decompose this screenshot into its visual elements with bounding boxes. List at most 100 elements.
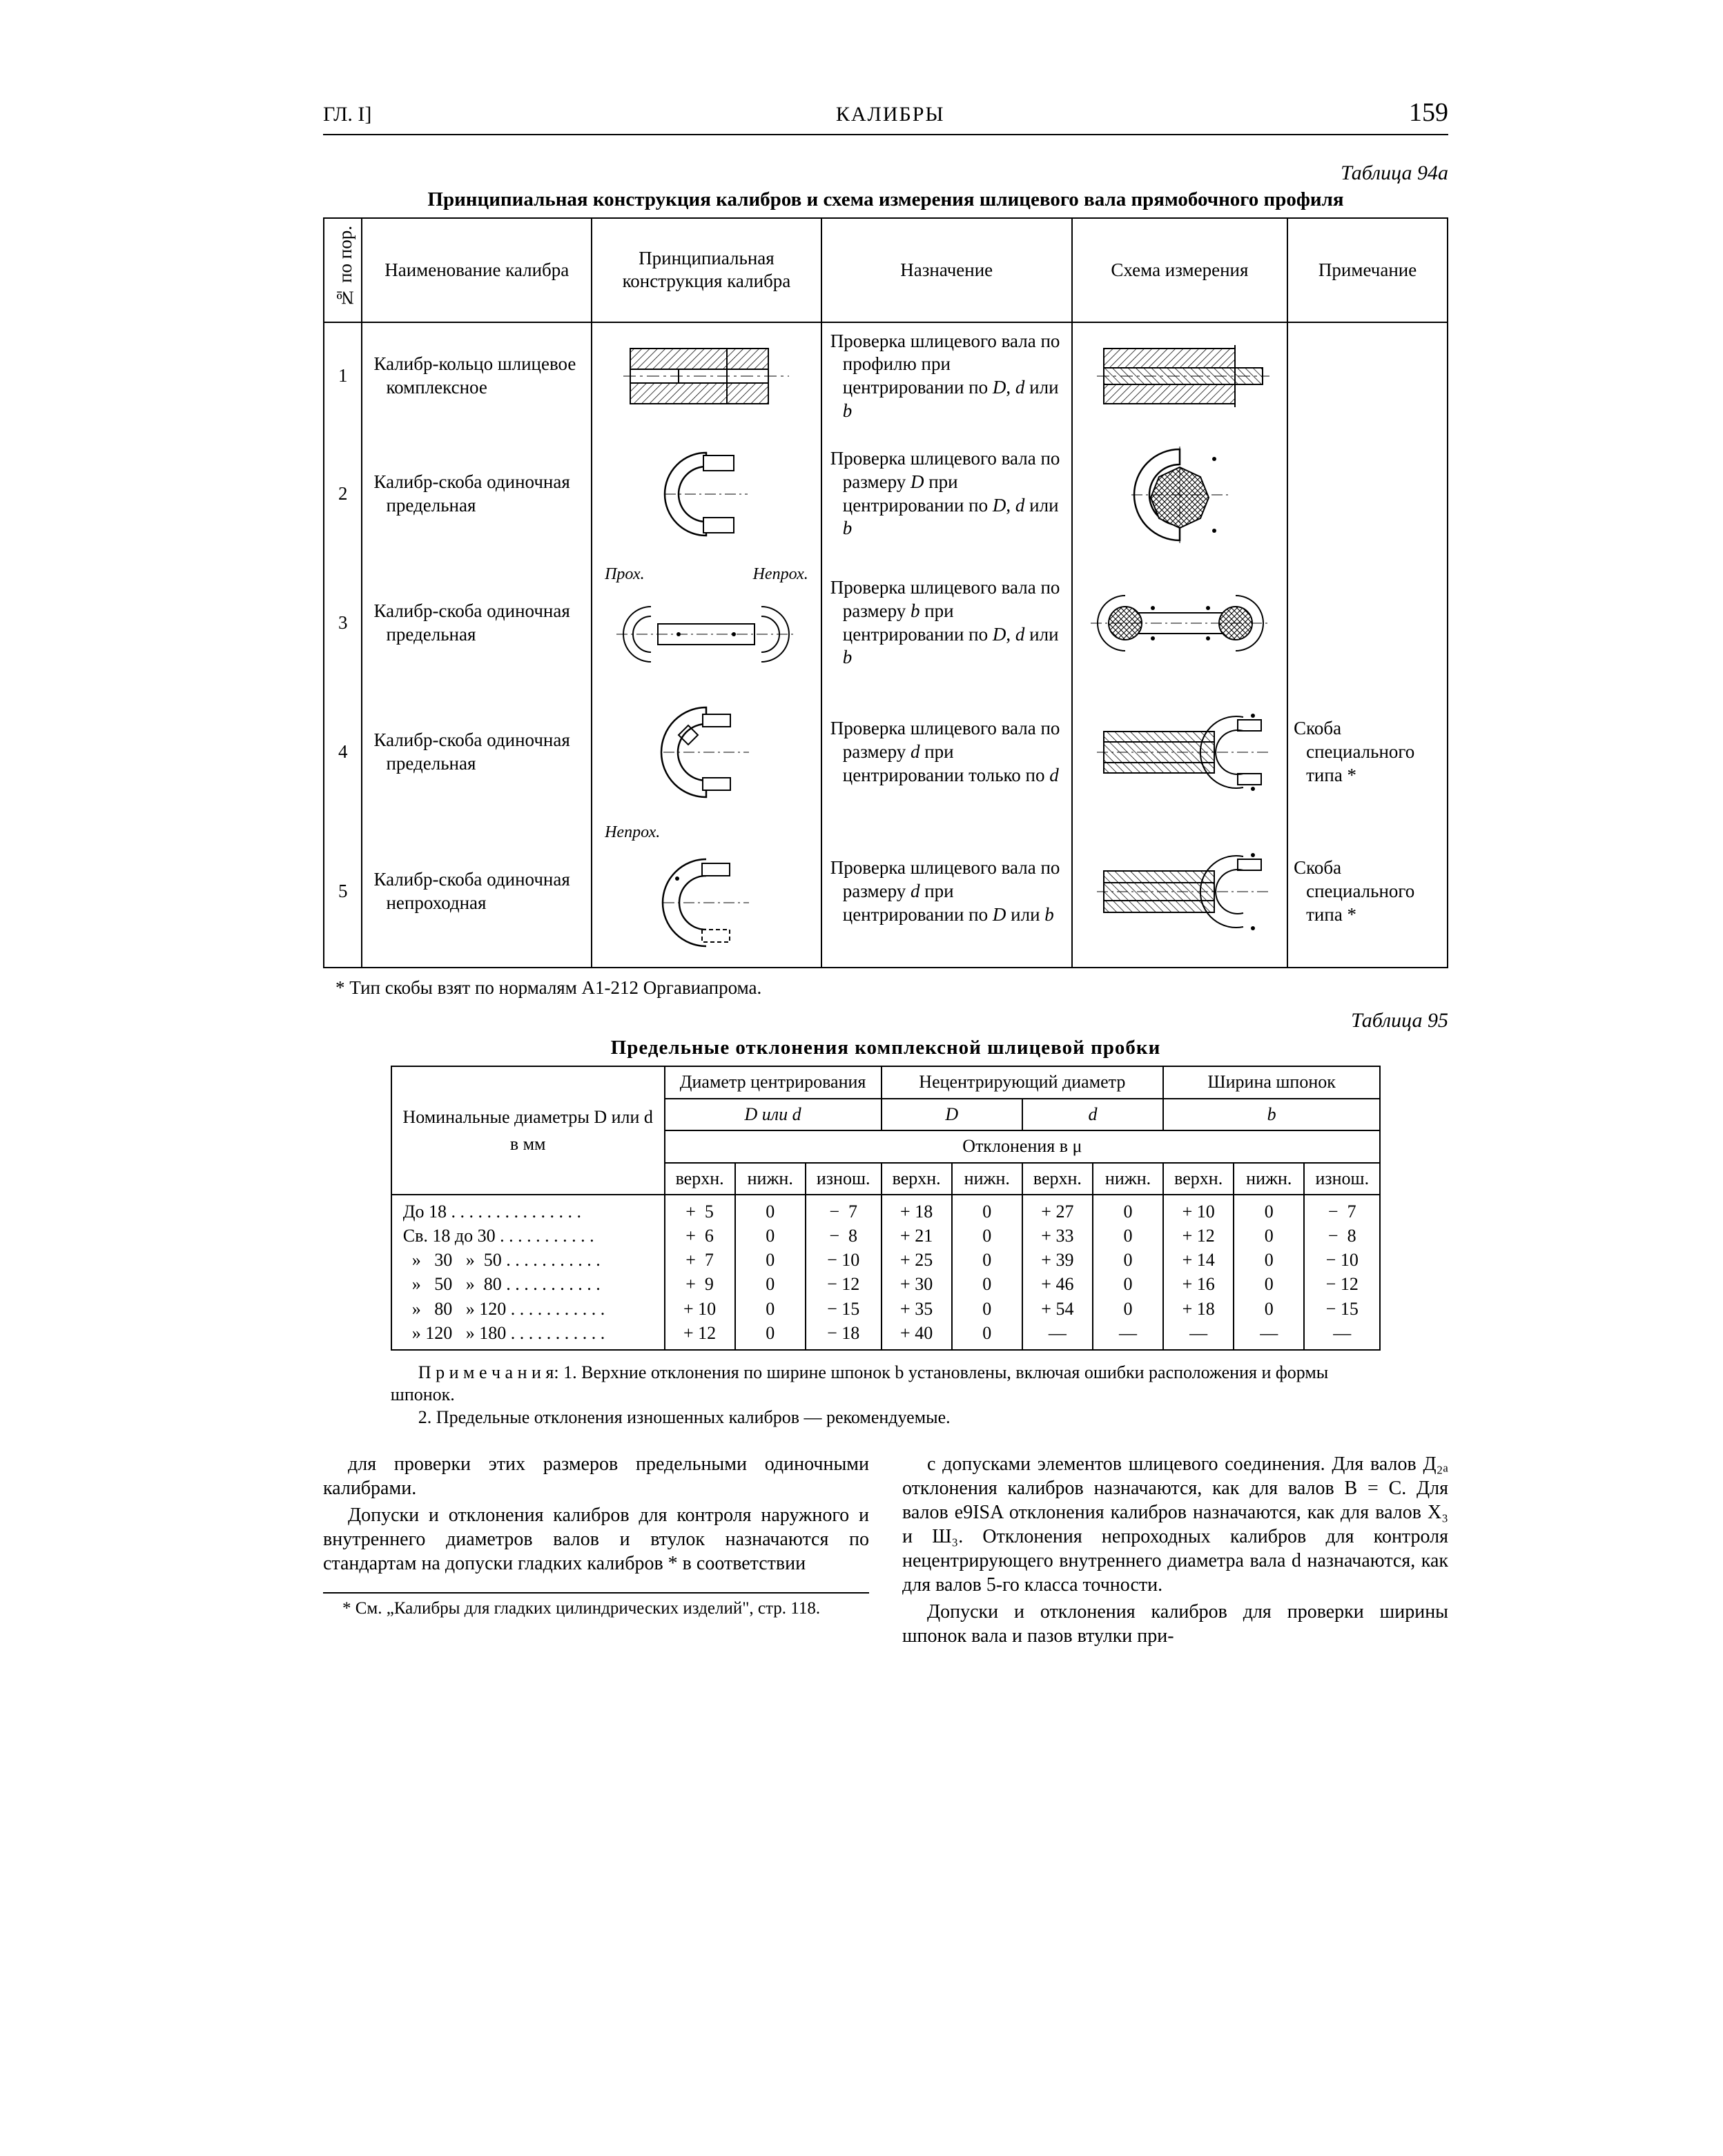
row-purpose: Проверка шлицевого вала по размеру D при…	[821, 430, 1072, 558]
th-scheme: Схема измерения	[1072, 218, 1287, 322]
b-worn: изнош.	[1304, 1163, 1380, 1195]
c-worn: изнош.	[806, 1163, 882, 1195]
table-94a-footnote: * Тип скобы взят по нормалям А1-212 Орга…	[344, 977, 1448, 1000]
tech-drawing-icon	[1083, 700, 1276, 804]
tech-drawing-icon	[1083, 840, 1276, 943]
v-b-worn: − 7 − 8 − 10 − 12 − 15 —	[1304, 1195, 1380, 1350]
D-low: нижн.	[952, 1163, 1022, 1195]
t95-note-1: П р и м е ч а н и я: 1. Верхние отклонен…	[391, 1362, 1381, 1407]
v-D-low: 0 0 0 0 0 0	[952, 1195, 1022, 1350]
tech-drawing-icon	[616, 335, 796, 418]
col-left: для проверки этих размеров предельными о…	[323, 1452, 869, 1651]
tech-drawing-icon	[637, 844, 775, 961]
table-row: 5 Калибр-скоба одиночная непроходная Неп…	[324, 816, 1448, 968]
b-low: нижн.	[1234, 1163, 1304, 1195]
table-94a: № по пор. Наименование калибра Принципиа…	[323, 217, 1448, 968]
page: ГЛ. I] КАЛИБРЫ 159 Таблица 94а Принципиа…	[137, 0, 1586, 1734]
table-95-notes: П р и м е ч а н и я: 1. Верхние отклонен…	[391, 1362, 1381, 1429]
t95-head-r1: Номинальные диаметры D или d в мм Диамет…	[391, 1066, 1380, 1099]
th-keyw: Ширина шпонок	[1163, 1066, 1380, 1099]
para-l1: для проверки этих размеров предельными о…	[323, 1452, 869, 1500]
row-purpose: Проверка шлицевого вала по размеру d при…	[821, 816, 1072, 968]
row-purpose: Проверка шлицевого вала по размеру d при…	[821, 688, 1072, 816]
v-d-low: 0 0 0 0 0 —	[1093, 1195, 1163, 1350]
col-left-footnote: * См. „Калибры для гладких цилиндрически…	[323, 1592, 869, 1619]
row-purpose: Проверка шлицевого вала по профилю при ц…	[821, 322, 1072, 430]
row-note	[1287, 430, 1448, 558]
th-constr: Принципиальная конструкция калибра	[592, 218, 821, 322]
t95-data-row: До 18 . . . . . . . . . . . . . . . Св. …	[391, 1195, 1380, 1350]
row-name: Калибр-скоба одиночная предельная	[362, 688, 592, 816]
v-b-up: + 10 + 12 + 14 + 16 + 18 —	[1163, 1195, 1234, 1350]
th-d: d	[1022, 1099, 1163, 1131]
page-number: 159	[1409, 97, 1448, 130]
tech-drawing-icon	[637, 694, 775, 811]
para-l2: Допуски и отклонения калибров для контро…	[323, 1503, 869, 1576]
row-note: Скоба специального типа *	[1287, 688, 1448, 816]
c-low: нижн.	[735, 1163, 806, 1195]
th-dev: Отклонения в μ	[665, 1130, 1381, 1163]
tech-drawing-icon	[637, 439, 775, 549]
row-construction: Непрох.	[592, 816, 821, 968]
row-construction	[592, 688, 821, 816]
table-row: 1 Калибр-кольцо шлицевое комплексное Про…	[324, 322, 1448, 430]
tech-drawing-icon	[603, 586, 810, 683]
v-c-up: + 5 + 6 + 7 + 9 + 10 + 12	[665, 1195, 735, 1350]
row-construction: Прох.Непрох.	[592, 558, 821, 688]
d-up: верхн.	[1022, 1163, 1093, 1195]
tech-drawing-icon	[1104, 435, 1256, 553]
t95-rowlabels: До 18 . . . . . . . . . . . . . . . Св. …	[391, 1195, 665, 1350]
row-construction	[592, 322, 821, 430]
D-up: верхн.	[882, 1163, 952, 1195]
th-purpose: Назначение	[821, 218, 1072, 322]
row-name: Калибр-кольцо шлицевое комплексное	[362, 322, 592, 430]
tech-drawing-icon	[1077, 575, 1284, 672]
col-right: с допусками элементов шлицевого соединен…	[902, 1452, 1448, 1651]
row-construction	[592, 430, 821, 558]
v-b-low: 0 0 0 0 0 —	[1234, 1195, 1304, 1350]
row-name: Калибр-скоба одиночная предельная	[362, 430, 592, 558]
row-number: 1	[324, 322, 362, 430]
row-scheme	[1072, 430, 1287, 558]
head-left: ГЛ. I]	[323, 101, 371, 128]
row-scheme	[1072, 816, 1287, 968]
th-noncentr: Нецентрирующий диаметр	[882, 1066, 1164, 1099]
running-head: ГЛ. I] КАЛИБРЫ 159	[323, 97, 1448, 135]
th-b: b	[1163, 1099, 1380, 1131]
th-centr: Диаметр центрирования	[665, 1066, 882, 1099]
d-low: нижн.	[1093, 1163, 1163, 1195]
th-name: Наименование калибра	[362, 218, 592, 322]
row-number: 2	[324, 430, 362, 558]
body-columns: для проверки этих размеров предельными о…	[323, 1452, 1448, 1651]
row-name: Калибр-скоба одиночная предельная	[362, 558, 592, 688]
table-row: 4 Калибр-скоба одиночная предельная Пров…	[324, 688, 1448, 816]
row-note	[1287, 558, 1448, 688]
row-number: 4	[324, 688, 362, 816]
th-no: № по пор.	[324, 218, 362, 322]
v-c-low: 0 0 0 0 0 0	[735, 1195, 806, 1350]
th-note: Примечание	[1287, 218, 1448, 322]
v-d-up: + 27 + 33 + 39 + 46 + 54 —	[1022, 1195, 1093, 1350]
th-Dord: D или d	[665, 1099, 882, 1131]
table-95-label: Таблица 95	[323, 1008, 1448, 1034]
v-c-worn: − 7 − 8 − 10 − 12 − 15 − 18	[806, 1195, 882, 1350]
b-up: верхн.	[1163, 1163, 1234, 1195]
row-purpose: Проверка шлицевого вала по размеру b при…	[821, 558, 1072, 688]
table-95-title: Предельные отклонения комплексной шлицев…	[323, 1035, 1448, 1060]
row-note: Скоба специального типа *	[1287, 816, 1448, 968]
table-row: 3 Калибр-скоба одиночная предельная Прох…	[324, 558, 1448, 688]
col-left-footnote-text: * См. „Калибры для гладких цилиндрически…	[323, 1598, 869, 1619]
v-D-up: + 18 + 21 + 25 + 30 + 35 + 40	[882, 1195, 952, 1350]
row-name: Калибр-скоба одиночная непроходная	[362, 816, 592, 968]
table-94a-label: Таблица 94а	[323, 160, 1448, 186]
table-94a-head-row: № по пор. Наименование калибра Принципиа…	[324, 218, 1448, 322]
row-number: 3	[324, 558, 362, 688]
head-center: КАЛИБРЫ	[371, 101, 1409, 128]
c-up: верхн.	[665, 1163, 735, 1195]
th-nominal: Номинальные диаметры D или d в мм	[391, 1066, 665, 1195]
row-scheme	[1072, 322, 1287, 430]
row-note	[1287, 322, 1448, 430]
para-r2: Допуски и отклонения калибров для провер…	[902, 1600, 1448, 1648]
para-r1: с допусками элементов шлицевого соединен…	[902, 1452, 1448, 1597]
row-scheme	[1072, 688, 1287, 816]
